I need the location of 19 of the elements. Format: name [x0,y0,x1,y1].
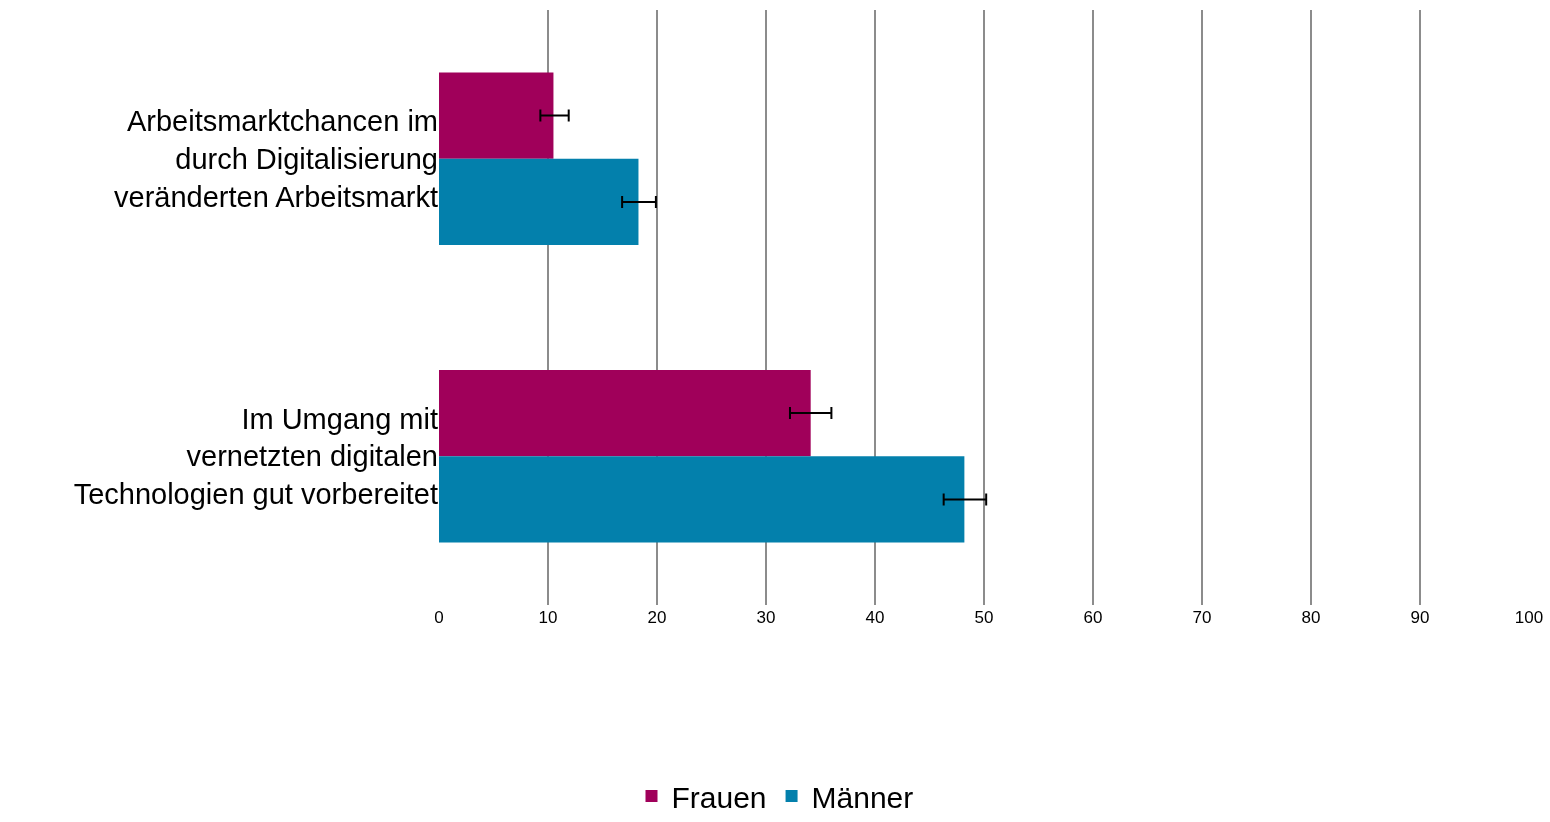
bar [439,158,639,246]
x-tick-label: 80 [1301,608,1321,627]
x-tick-label: 70 [1192,608,1212,627]
legend-label: Männer [811,780,914,814]
y-tick-label: Arbeitsmarktchancen im durch Digitalisierung veränderten Arbeitsmarkt [114,105,438,213]
x-tick-label: 90 [1410,608,1430,627]
x-tick-label: 20 [647,608,667,627]
x-tick-label: 40 [865,608,885,627]
x-tick-label: 50 [974,608,994,627]
bar [439,456,965,543]
bar [439,369,811,457]
x-tick-label: 60 [1083,608,1103,627]
legend-label: Frauen [671,780,767,814]
x-tick-label: 100 [1514,608,1544,627]
y-tick-label: Im Umgang mit vernetzten digitalen Technologien gut vorbereitet [73,402,438,511]
bar [439,72,554,159]
x-tick-label: 10 [538,608,558,627]
x-tick-label: 30 [756,608,776,627]
x-tick-label: 0 [434,608,444,627]
